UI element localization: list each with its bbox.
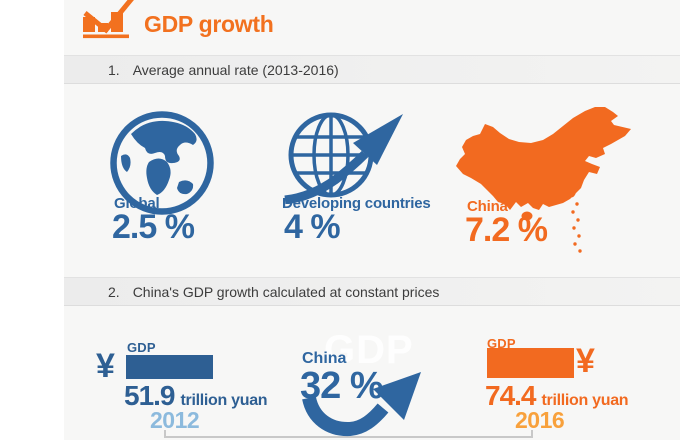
gdp-value-2012: 51.9 trillion yuan [124, 380, 268, 411]
gdp-watermark: GDP [324, 328, 414, 372]
rate-value-china: 7.2 % [465, 211, 548, 249]
rate-value-global: 2.5 % [112, 208, 195, 246]
growth-arrow-icon [302, 372, 421, 436]
yuan-symbol-2016: ¥ [576, 342, 595, 380]
year-2012: 2012 [150, 407, 200, 433]
gdp-label-2016: GDP [487, 336, 516, 351]
page-title: GDP growth [144, 11, 274, 37]
bar-chart-rising-icon [83, 0, 134, 39]
section-header-2: 2. China's GDP growth calculated at const… [64, 277, 680, 306]
china-map-icon [456, 107, 631, 253]
gdp-amount-2012: 51.9 [124, 380, 175, 411]
timeline-tick-2016 [531, 430, 533, 438]
gdp-bar-2016 [487, 348, 574, 378]
timeline-axis [164, 436, 533, 438]
rate-label-china: China [467, 198, 508, 215]
yuan-symbol-2012: ¥ [96, 347, 115, 385]
section-header-1: 1. Average annual rate (2013-2016) [64, 55, 680, 84]
gdp-unit-2016: trillion yuan [541, 392, 629, 409]
timeline-tick-2012 [164, 430, 166, 438]
gdp-unit-2012: trillion yuan [180, 392, 268, 409]
rate-label-developing: Developing countries [282, 195, 431, 212]
year-2016: 2016 [515, 407, 565, 433]
growth-label-china: China [302, 350, 347, 367]
section-1-title: Average annual rate (2013-2016) [132, 62, 339, 78]
gdp-bar-2012 [126, 355, 213, 379]
section-2-title: China's GDP growth calculated at constan… [132, 284, 440, 300]
globe-icon [110, 111, 214, 215]
rate-label-global: Global [114, 195, 160, 212]
gdp-amount-2016: 74.4 [485, 380, 536, 411]
rate-value-developing: 4 % [284, 208, 341, 246]
gdp-label-2012: GDP [127, 340, 156, 355]
section-1-number: 1. [108, 62, 120, 78]
section-2-number: 2. [108, 284, 120, 300]
gdp-value-2016: 74.4 trillion yuan [485, 380, 629, 411]
globe-arrow-icon [284, 112, 403, 204]
